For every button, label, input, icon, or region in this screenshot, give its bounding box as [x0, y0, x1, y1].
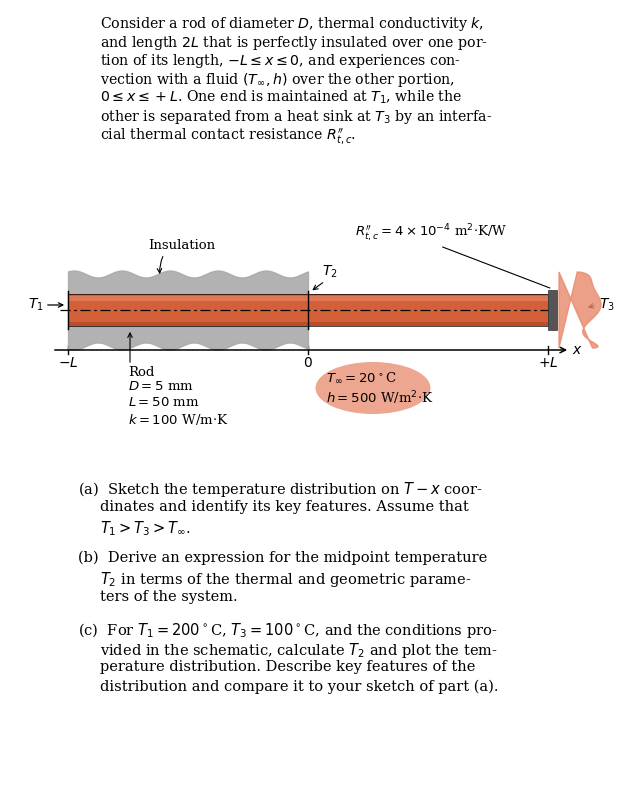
Text: $-L$: $-L$: [58, 356, 78, 370]
Text: distribution and compare it to your sketch of part (a).: distribution and compare it to your sket…: [100, 679, 498, 694]
Text: $h = 500$ W/m$^2$$\cdot$K: $h = 500$ W/m$^2$$\cdot$K: [326, 389, 434, 407]
Text: $+L$: $+L$: [538, 356, 559, 370]
Text: (b)  Derive an expression for the midpoint temperature: (b) Derive an expression for the midpoin…: [78, 551, 488, 565]
Text: $D = 5$ mm: $D = 5$ mm: [128, 380, 194, 393]
Text: $0 \leq x \leq +L$. One end is maintained at $T_1$, while the: $0 \leq x \leq +L$. One end is maintaine…: [100, 89, 462, 106]
Text: Rod: Rod: [128, 366, 154, 379]
Bar: [68, 322, 548, 326]
Text: $T_2$: $T_2$: [322, 264, 338, 280]
Text: $T_2$ in terms of the thermal and geometric parame-: $T_2$ in terms of the thermal and geomet…: [100, 570, 472, 589]
Text: other is separated from a heat sink at $T_3$ by an interfa-: other is separated from a heat sink at $…: [100, 107, 492, 125]
Text: $x$: $x$: [572, 343, 583, 357]
Text: tion of its length, $-L \leq x \leq 0$, and experiences con-: tion of its length, $-L \leq x \leq 0$, …: [100, 52, 461, 70]
Text: $k = 100$ W/m$\cdot$K: $k = 100$ W/m$\cdot$K: [128, 412, 228, 427]
Text: $T_3$: $T_3$: [599, 297, 615, 313]
Text: dinates and identify its key features. Assume that: dinates and identify its key features. A…: [100, 500, 469, 514]
Text: $T_1$: $T_1$: [29, 297, 44, 313]
Ellipse shape: [316, 362, 430, 414]
Text: cial thermal contact resistance $R^{\prime\prime}_{t,c}$.: cial thermal contact resistance $R^{\pri…: [100, 126, 356, 146]
Text: ters of the system.: ters of the system.: [100, 589, 238, 604]
Bar: [68, 296, 548, 301]
Bar: [68, 294, 548, 326]
Bar: [68, 294, 548, 326]
Text: vided in the schematic, calculate $T_2$ and plot the tem-: vided in the schematic, calculate $T_2$ …: [100, 641, 498, 660]
Text: $T_1 > T_3 > T_\infty$.: $T_1 > T_3 > T_\infty$.: [100, 519, 191, 537]
Text: $R^{\prime\prime}_{t,c} = 4 \times 10^{-4}$ m$^2$$\cdot$K/W: $R^{\prime\prime}_{t,c} = 4 \times 10^{-…: [355, 222, 507, 244]
Text: perature distribution. Describe key features of the: perature distribution. Describe key feat…: [100, 660, 476, 674]
Text: (a)  Sketch the temperature distribution on $T - x$ coor-: (a) Sketch the temperature distribution …: [78, 480, 483, 499]
Text: (c)  For $T_1 = 200^\circ$C, $T_3 = 100^\circ$C, and the conditions pro-: (c) For $T_1 = 200^\circ$C, $T_3 = 100^\…: [78, 621, 498, 640]
Text: vection with a fluid $(T_\infty, h)$ over the other portion,: vection with a fluid $(T_\infty, h)$ ove…: [100, 70, 455, 88]
Polygon shape: [559, 272, 601, 348]
Bar: [548, 290, 557, 330]
Text: and length $2L$ that is perfectly insulated over one por-: and length $2L$ that is perfectly insula…: [100, 34, 488, 51]
Text: $0$: $0$: [303, 356, 313, 370]
Text: $L = 50$ mm: $L = 50$ mm: [128, 396, 200, 409]
Text: Insulation: Insulation: [148, 239, 215, 252]
Text: $T_\infty = 20^\circ$C: $T_\infty = 20^\circ$C: [326, 371, 396, 385]
Text: Consider a rod of diameter $D$, thermal conductivity $k$,: Consider a rod of diameter $D$, thermal …: [100, 15, 484, 33]
